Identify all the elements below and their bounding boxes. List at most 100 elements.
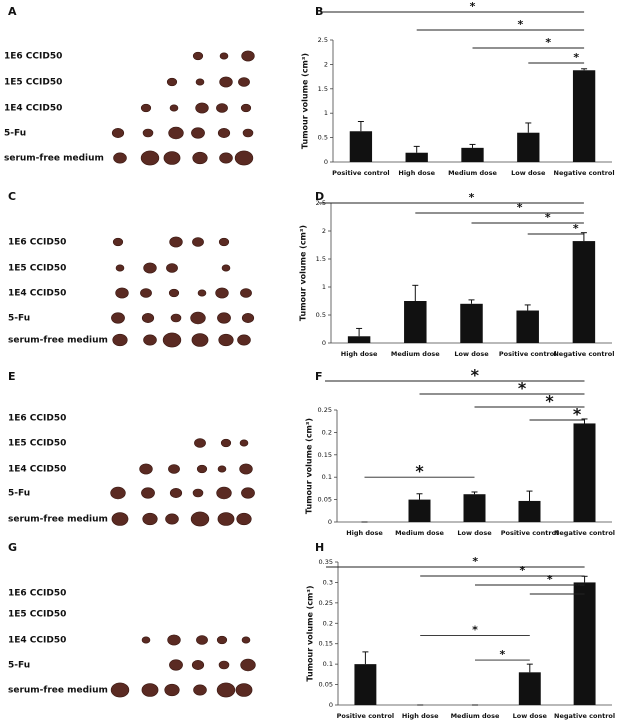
bar [408,499,431,522]
row-label: 1E5 CCID50 [8,610,66,620]
tumour [219,52,229,60]
tumour [140,103,152,113]
tumour [234,150,254,166]
x-tick-label: Low dose [513,712,548,720]
x-tick-label: Medium dose [451,712,500,720]
tumour [216,682,236,698]
tumour [192,237,204,247]
y-axis-label: Tumour volume (cm³) [299,225,308,321]
tumour [218,333,234,347]
y-tick-label: 0 [324,158,328,166]
tumour [110,486,126,500]
tumour [143,262,157,274]
tumour [113,152,127,164]
tumour [141,487,155,499]
tumour [143,334,157,346]
bar [572,70,596,162]
x-tick-label: Positive control [337,712,395,720]
tumour [218,237,230,247]
row-label: 1E6 CCID50 [4,52,62,62]
x-tick-label: Medium dose [448,169,497,177]
panel-label: F [315,370,323,383]
x-tick-label: Negative control [554,529,615,537]
tumour [170,313,182,323]
tumour [110,682,130,698]
y-tick-label: 1.5 [316,255,326,263]
y-tick-label: 1 [324,109,328,117]
bar [404,301,427,343]
bar [463,494,486,522]
tumour [221,264,231,272]
x-tick-label: Negative control [554,712,615,720]
x-tick-label: Negative control [554,169,615,177]
tumour [194,438,206,448]
y-tick-label: 0.2 [322,428,332,436]
tumour [191,333,209,347]
tumour [111,128,125,138]
significance-label: * [472,624,478,637]
tumour [169,104,179,112]
y-tick-label: 0.2 [323,619,333,627]
tumour [111,312,125,324]
tumour [195,78,205,86]
bar [573,423,596,522]
tumour [241,487,255,499]
tumour [162,332,182,348]
tumour [169,236,183,248]
x-tick-label: Low dose [457,529,492,537]
tumour [196,635,208,645]
significance-label: * [518,18,524,31]
tumour [240,658,256,672]
tumour [164,683,180,697]
significance-label: * [520,564,526,577]
tumour [215,287,229,299]
significance-label: * [471,366,480,385]
x-tick-label: High dose [398,169,435,177]
y-tick-label: 0.15 [319,640,333,648]
tumour [238,77,250,87]
x-tick-label: Positive control [501,529,559,537]
tumour [220,438,232,448]
y-tick-label: 2 [324,60,328,68]
tumour [240,103,252,113]
bar [573,582,596,705]
tumour [112,333,128,347]
bar [460,303,483,343]
row-label: 1E4 CCID50 [4,104,62,114]
x-tick-label: High dose [341,350,378,358]
tumour [219,152,233,164]
panel-label: G [8,541,17,554]
tumour [192,488,204,498]
bar [572,241,596,343]
tumour [165,513,179,525]
tumour [195,102,209,114]
row-label: serum-free medium [4,154,104,164]
significance-label: * [469,191,475,204]
bar [518,500,541,522]
row-label: 1E5 CCID50 [8,264,66,274]
panel-label: C [8,190,16,203]
tumour [237,334,251,346]
x-tick-label: Positive control [499,350,557,358]
tumour [218,660,230,670]
tumour [241,313,255,323]
y-tick-label: 0.3 [323,578,333,586]
y-tick-label: 1 [322,283,326,291]
tumour [193,684,207,696]
y-axis-label: Tumour volume (cm³) [305,418,314,514]
tumour [216,635,228,645]
y-tick-label: 0.5 [316,311,326,319]
row-label: 5-Fu [8,661,30,671]
tumour [197,289,207,297]
row-label: 5-Fu [8,489,30,499]
y-tick-label: 0 [328,518,332,526]
significance-label: * [472,555,478,568]
y-tick-label: 0.15 [318,451,332,459]
y-tick-label: 0.1 [322,473,332,481]
tumour [139,463,153,475]
tumour [142,512,158,526]
bar [517,132,540,162]
tumour [217,512,235,526]
significance-label: * [517,201,523,214]
y-axis-label: Tumour volume (cm³) [301,53,310,149]
